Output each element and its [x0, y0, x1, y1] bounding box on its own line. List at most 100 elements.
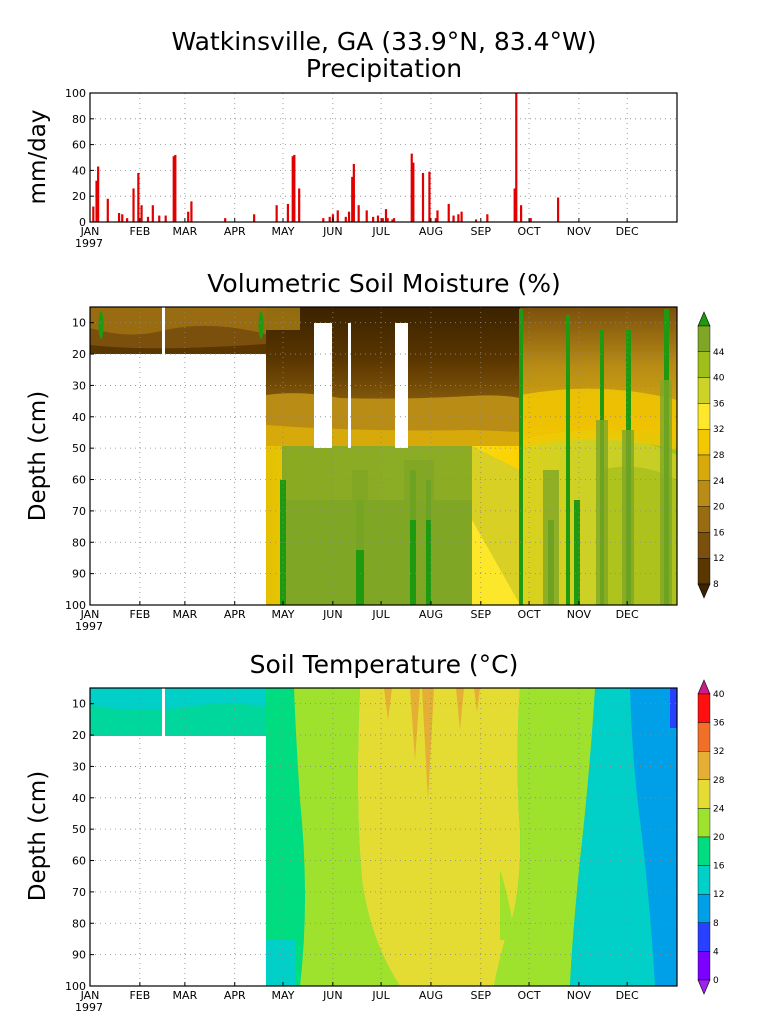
- precip-bar: [556, 197, 560, 222]
- y-tick-label: 20: [72, 190, 86, 203]
- colorbar-label: 8: [713, 919, 719, 929]
- precip-bar: [352, 163, 355, 222]
- x-tick-label: SEP: [471, 989, 492, 1002]
- precip-bar: [529, 218, 532, 222]
- y-tick-label: 70: [72, 505, 86, 518]
- y-tick-label: 60: [72, 855, 86, 868]
- y-tick-label: 0: [79, 216, 86, 229]
- precip-bar: [428, 171, 431, 222]
- temp-ylabel: Depth (cm): [25, 771, 51, 901]
- x-tick-label: OCT: [518, 608, 541, 621]
- temperature-plot: 10 20 30 40 50 60 70 80 90 100 JAN FEB MAR APR MAY JUN…: [65, 687, 678, 1014]
- colorbar-label: 20: [713, 833, 725, 843]
- precip-bar: [520, 205, 523, 222]
- colorbar-cap: [697, 583, 711, 599]
- precip-bar: [381, 218, 384, 222]
- x-tick-label: JUN: [322, 225, 343, 238]
- x-tick-label: JUL: [371, 225, 390, 238]
- precip-bar: [97, 166, 100, 222]
- colorbar-swatch: [697, 779, 711, 809]
- colorbar-label: 12: [713, 554, 724, 564]
- precip-bar: [132, 188, 135, 222]
- colorbar-swatch: [697, 922, 711, 952]
- x-tick-label: APR: [224, 608, 246, 621]
- colorbar-label: 40: [713, 374, 725, 384]
- colorbar-cap: [697, 679, 711, 695]
- x-tick-label: AUG: [419, 608, 443, 621]
- x-tick-label: JUN: [322, 608, 343, 621]
- y-tick-label: 50: [72, 823, 86, 836]
- y-tick-label: 30: [72, 379, 86, 392]
- precip-bars: [92, 93, 560, 222]
- temp-title: Soil Temperature (°C): [250, 650, 519, 679]
- colorbar-label: 32: [713, 747, 724, 757]
- precip-bar: [190, 201, 193, 222]
- precip-bar: [174, 154, 177, 222]
- precip-bar: [376, 215, 380, 222]
- precip-bar: [275, 205, 278, 222]
- x-tick-label: MAY: [272, 225, 295, 238]
- colorbar-label: 32: [713, 425, 724, 435]
- year-label: 1997: [75, 620, 103, 633]
- temperature-field: [90, 688, 677, 986]
- precip-bar: [357, 205, 360, 222]
- y-tick-label: 100: [65, 980, 86, 993]
- x-tick-label: NOV: [567, 608, 592, 621]
- colorbar-swatch: [697, 403, 711, 430]
- precip-bar: [457, 214, 460, 222]
- colorbar-swatch: [697, 532, 711, 559]
- x-tick-label: OCT: [518, 989, 541, 1002]
- precip-bar: [386, 218, 389, 222]
- x-tick-label: MAY: [272, 989, 295, 1002]
- x-tick-label: MAY: [272, 608, 295, 621]
- y-tick-label: 70: [72, 886, 86, 899]
- moisture-ylabel: Depth (cm): [25, 391, 51, 521]
- x-tick-label: JUN: [322, 989, 343, 1002]
- colorbar-cap: [697, 979, 711, 995]
- precip-bar: [452, 215, 455, 222]
- y-tick-label: 10: [72, 317, 86, 330]
- colorbar-label: 8: [713, 580, 719, 590]
- precip-bar: [347, 211, 351, 222]
- precip-bar: [436, 210, 439, 222]
- x-tick-label: OCT: [518, 225, 541, 238]
- precip-bar: [291, 156, 294, 222]
- precip-bar: [328, 216, 331, 222]
- precip-bar: [158, 215, 161, 222]
- y-tick-label: 20: [72, 729, 86, 742]
- precip-bar: [474, 219, 478, 222]
- colorbar-swatch: [697, 808, 711, 838]
- colorbar-swatch: [697, 693, 711, 723]
- colorbar-label: 36: [713, 719, 725, 729]
- colorbar-label: 24: [713, 804, 725, 814]
- y-tick-label: 80: [72, 536, 86, 549]
- x-tick-label: DEC: [616, 989, 639, 1002]
- precip-bar: [365, 210, 368, 222]
- precip-plot: 0 20 40 60 80 100 JAN FEB MAR APR MAY JUN JUL AUG SEP…: [65, 87, 678, 250]
- colorbar-swatch: [697, 558, 711, 585]
- x-tick-label: JUL: [371, 608, 390, 621]
- colorbar-label: 20: [713, 503, 725, 513]
- moisture-plot: 10 20 30 40 50 60 70 80 90 100 JAN FEB MAR APR MAY JUN…: [65, 306, 678, 633]
- x-tick-label: DEC: [616, 608, 639, 621]
- precip-bar: [187, 211, 190, 222]
- x-tick-label: MAR: [173, 989, 198, 1002]
- colorbar-label: 36: [713, 399, 725, 409]
- x-tick-label: NOV: [567, 989, 592, 1002]
- x-tick-label: JAN: [80, 608, 100, 621]
- precip-bar: [125, 218, 129, 222]
- colorbar-swatch: [697, 351, 711, 378]
- colorbar-label: 44: [713, 348, 725, 358]
- colorbar-swatch: [697, 894, 711, 924]
- colorbar-swatch: [697, 454, 711, 481]
- colorbar-cap: [697, 311, 711, 327]
- precip-bar: [92, 206, 95, 222]
- precip-bar: [447, 203, 450, 222]
- figure-title: Watkinsville, GA (33.9°N, 83.4°W): [171, 27, 596, 56]
- precip-bar: [253, 214, 256, 222]
- y-tick-label: 90: [72, 568, 86, 581]
- y-tick-label: 90: [72, 949, 86, 962]
- colorbar-label: 40: [713, 690, 725, 700]
- precip-bar: [336, 210, 339, 222]
